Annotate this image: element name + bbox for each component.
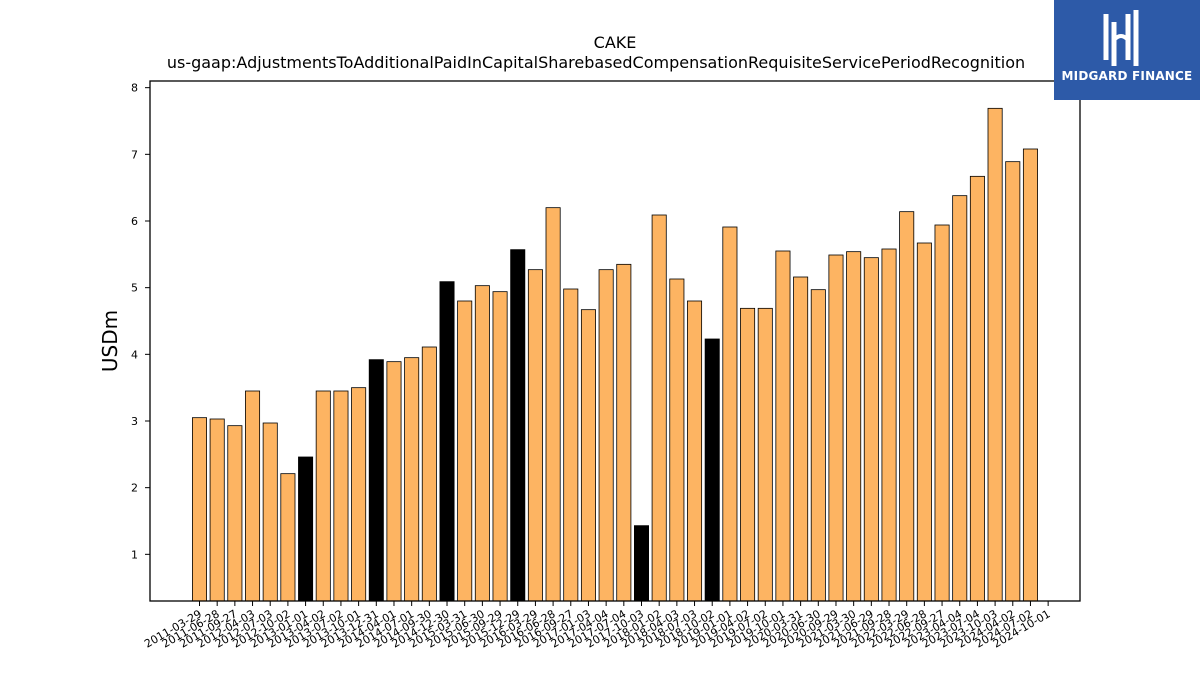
y-tick-label-3: 3 <box>131 415 138 428</box>
midgard-finance-logo: MIDGARD FINANCE <box>1054 0 1200 100</box>
bar-11 <box>386 361 402 602</box>
chart-subtitle: us-gaap:AdjustmentsToAdditionalPaidInCap… <box>167 53 1025 72</box>
bar-34 <box>793 276 809 602</box>
bar-3 <box>245 390 261 602</box>
bar-26 <box>651 214 667 602</box>
bar-18 <box>510 249 526 602</box>
plot-frame <box>149 80 1081 602</box>
bar-14 <box>439 281 455 602</box>
y-tick-label-5: 5 <box>131 282 138 295</box>
y-tick-label-1: 1 <box>131 548 138 561</box>
bar-0 <box>191 417 207 602</box>
bar-28 <box>687 300 703 602</box>
bar-31 <box>740 307 756 602</box>
y-tick-label-2: 2 <box>131 482 138 495</box>
bar-25 <box>634 525 650 602</box>
logo-mark-icon <box>1103 10 1139 66</box>
logo-text: MIDGARD FINANCE <box>1061 69 1193 83</box>
bar-6 <box>298 456 314 602</box>
bar-9 <box>351 387 367 602</box>
bar-43 <box>952 195 968 602</box>
bar-22 <box>580 309 596 602</box>
bar-30 <box>722 226 738 602</box>
bar-8 <box>333 390 349 602</box>
bar-13 <box>421 346 437 602</box>
bar-41 <box>916 242 932 602</box>
bar-19 <box>527 269 543 602</box>
bar-45 <box>987 107 1003 602</box>
y-tick-label-7: 7 <box>131 148 138 161</box>
bar-17 <box>492 291 508 602</box>
bar-16 <box>474 285 490 602</box>
bar-36 <box>828 254 844 602</box>
bar-2 <box>227 425 243 602</box>
bar-24 <box>616 263 632 602</box>
bar-40 <box>899 211 915 602</box>
y-tick-label-8: 8 <box>131 82 138 95</box>
bar-12 <box>404 357 420 602</box>
bar-37 <box>846 251 862 602</box>
y-axis-label: USDm <box>98 310 122 372</box>
bar-46 <box>1005 161 1021 602</box>
bar-4 <box>262 422 278 602</box>
chart-title: CAKE <box>594 33 637 52</box>
bar-7 <box>315 390 331 602</box>
bar-29 <box>704 338 720 602</box>
bar-27 <box>669 278 685 602</box>
bars-group <box>191 107 1038 602</box>
y-tick-label-6: 6 <box>131 215 138 228</box>
bar-23 <box>598 269 614 602</box>
bar-47 <box>1022 148 1038 602</box>
bar-20 <box>545 207 561 602</box>
bar-42 <box>934 224 950 602</box>
bar-1 <box>209 418 225 602</box>
bar-15 <box>457 300 473 602</box>
x-axis: 2011-03-292011-06-282011-09-272012-04-03… <box>142 601 1053 651</box>
bar-35 <box>810 289 826 602</box>
bar-44 <box>969 175 985 602</box>
bar-21 <box>563 288 579 602</box>
bar-10 <box>368 359 384 602</box>
bar-32 <box>757 307 773 602</box>
bar-33 <box>775 250 791 602</box>
y-tick-label-4: 4 <box>131 348 138 361</box>
bar-39 <box>881 248 897 602</box>
y-axis: 1 2 3 4 5 6 7 8 <box>131 82 150 561</box>
bar-38 <box>863 257 879 602</box>
bar-5 <box>280 473 296 602</box>
